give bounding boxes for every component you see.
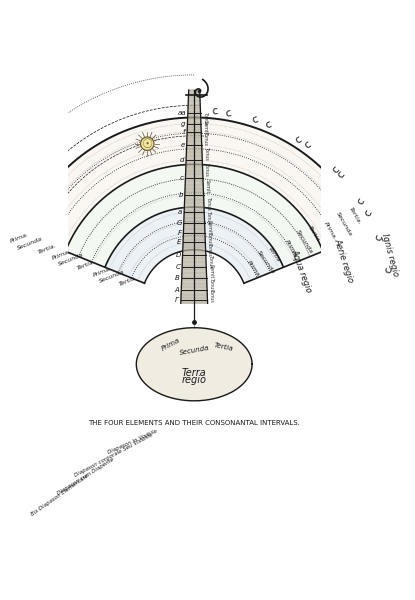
Text: Tonus: Tonus xyxy=(207,230,212,244)
Text: Tonus: Tonus xyxy=(208,254,213,268)
Text: Diapason in Visibile: Diapason in Visibile xyxy=(107,428,158,455)
Text: Tertia.: Tertia. xyxy=(348,206,362,226)
Text: ɔ: ɔ xyxy=(250,112,259,124)
Text: Secunda: Secunda xyxy=(295,229,314,255)
Text: Prima.: Prima. xyxy=(323,221,337,241)
Text: Tertia.: Tertia. xyxy=(37,243,57,255)
Text: ɔ: ɔ xyxy=(372,232,383,241)
Polygon shape xyxy=(136,328,252,401)
Text: Tonus: Tonus xyxy=(205,163,210,176)
Circle shape xyxy=(141,137,154,151)
Text: c: c xyxy=(180,175,183,181)
Text: Diapason cum Diapente: Diapason cum Diapente xyxy=(57,457,115,496)
Text: Semit.: Semit. xyxy=(207,220,212,236)
Text: b: b xyxy=(178,192,183,198)
Text: Tonus: Tonus xyxy=(209,277,214,291)
Text: Prima.: Prima. xyxy=(10,232,30,244)
Text: E: E xyxy=(177,239,181,245)
Text: Tertia: Tertia xyxy=(213,342,234,352)
Text: Prima.: Prima. xyxy=(51,249,72,261)
Polygon shape xyxy=(181,90,208,304)
Text: Terra: Terra xyxy=(182,368,207,379)
Text: Secunda: Secunda xyxy=(335,211,354,236)
Text: Tonus: Tonus xyxy=(206,196,211,211)
Text: Prima.: Prima. xyxy=(92,265,112,277)
Text: ɔ: ɔ xyxy=(292,132,303,144)
Text: g: g xyxy=(181,121,186,127)
Text: THE FOUR ELEMENTS AND THEIR CONSONANTAL INTERVALS.: THE FOUR ELEMENTS AND THEIR CONSONANTAL … xyxy=(88,421,300,427)
Text: Secunda: Secunda xyxy=(17,236,44,251)
Text: Ignis regio: Ignis regio xyxy=(380,233,400,277)
Text: Prima: Prima xyxy=(160,337,181,352)
Text: Aqua regio: Aqua regio xyxy=(290,247,314,293)
Text: Tonus: Tonus xyxy=(208,242,212,256)
Text: Prima.: Prima. xyxy=(284,239,299,259)
Text: a: a xyxy=(178,209,182,215)
Text: ɔ: ɔ xyxy=(300,138,311,149)
Text: Secunda: Secunda xyxy=(57,253,84,268)
Text: Secunda: Secunda xyxy=(98,269,125,284)
Text: Secunda: Secunda xyxy=(256,250,276,275)
Text: ɔ: ɔ xyxy=(361,207,372,217)
Text: G: G xyxy=(176,220,182,226)
Text: ɔ: ɔ xyxy=(333,167,345,178)
Text: A: A xyxy=(175,287,179,293)
Text: e: e xyxy=(181,142,185,148)
Text: Semit.: Semit. xyxy=(203,119,208,136)
Text: ɔ: ɔ xyxy=(354,195,365,205)
Text: Tonus: Tonus xyxy=(204,146,209,160)
Text: ɔ: ɔ xyxy=(224,106,232,117)
Text: Γ: Γ xyxy=(175,297,179,303)
Text: C: C xyxy=(176,264,180,270)
Text: ɔ: ɔ xyxy=(381,266,392,274)
Text: Tertia: Tertia xyxy=(267,246,281,263)
Text: Tertia.: Tertia. xyxy=(307,225,322,245)
Polygon shape xyxy=(105,207,283,283)
Text: Bis Diapason Elementare: Bis Diapason Elementare xyxy=(30,473,89,517)
Text: ɔ: ɔ xyxy=(329,162,340,173)
Text: ɔ: ɔ xyxy=(211,104,218,115)
Text: Tertia: Tertia xyxy=(119,275,137,287)
Text: regio: regio xyxy=(182,375,207,385)
Text: Tonus: Tonus xyxy=(203,112,208,125)
Text: Tertia.: Tertia. xyxy=(77,259,97,271)
Text: d: d xyxy=(180,157,184,163)
Text: ɔ: ɔ xyxy=(263,117,272,128)
Text: B: B xyxy=(175,275,180,281)
Text: Semit.: Semit. xyxy=(205,179,210,194)
Text: Aerie regio: Aerie regio xyxy=(332,237,355,283)
Text: aa: aa xyxy=(178,110,186,116)
Text: Secunda: Secunda xyxy=(179,345,210,356)
Polygon shape xyxy=(22,118,366,251)
Text: f: f xyxy=(183,128,186,134)
Text: Semit.: Semit. xyxy=(208,265,213,280)
Text: F: F xyxy=(178,230,182,236)
Text: Diapason corporale Seu Visibilis: Diapason corporale Seu Visibilis xyxy=(73,432,154,478)
Text: Prima.: Prima. xyxy=(246,260,261,279)
Text: D: D xyxy=(176,251,181,257)
Text: Tonus: Tonus xyxy=(206,211,211,224)
Text: Tonus: Tonus xyxy=(209,288,214,302)
Text: ☉: ☉ xyxy=(142,138,153,151)
Polygon shape xyxy=(66,164,323,267)
Text: Tonus: Tonus xyxy=(203,131,208,145)
